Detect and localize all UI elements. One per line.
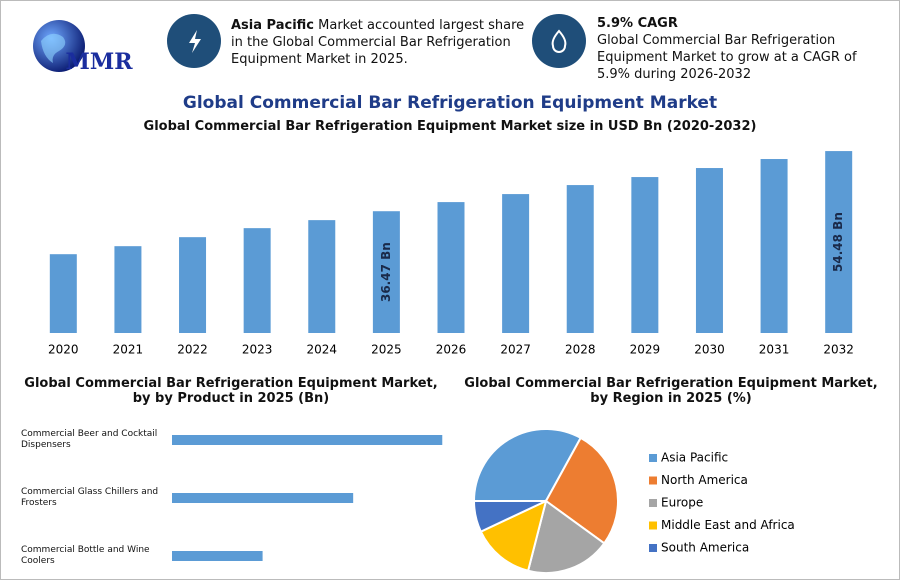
x-tick-label: 2027: [500, 343, 531, 357]
value-label: 54.48 Bn: [831, 212, 845, 272]
legend-swatch: [649, 521, 657, 530]
legend-label: South America: [661, 541, 749, 555]
legend-label: Europe: [661, 496, 703, 510]
callout-title: Asia Pacific: [231, 18, 315, 33]
bar: [49, 254, 77, 333]
x-tick-label: 2026: [436, 343, 467, 357]
chart-title: Global Commercial Bar Refrigeration Equi…: [464, 376, 878, 406]
bar: [760, 159, 788, 333]
x-tick-label: 2028: [565, 343, 596, 357]
y-tick-label: Commercial Glass Chillers and Frosters: [21, 487, 159, 508]
pie-slice: [472, 500, 547, 533]
legend-swatch: [649, 454, 657, 462]
bar: [243, 228, 271, 333]
bar: [172, 435, 443, 445]
bar: [172, 551, 263, 561]
legend-swatch: [649, 499, 657, 507]
bar: [566, 185, 594, 333]
y-tick-label: Commercial Bottle and Wine Coolers: [21, 545, 150, 566]
bar: [179, 237, 207, 333]
bar: [114, 246, 142, 333]
pie-slice: [479, 499, 548, 572]
legend-swatch: [649, 544, 657, 552]
drop-icon: [551, 29, 567, 53]
value-label: 36.47 Bn: [379, 242, 393, 302]
x-tick-label: 2031: [759, 343, 790, 357]
callout-title: 5.9% CAGR: [597, 16, 678, 31]
bar: [631, 177, 659, 333]
x-tick-label: 2023: [242, 343, 273, 357]
legend-label: Asia Pacific: [661, 451, 728, 465]
legend-label: Middle East and Africa: [661, 518, 795, 532]
bar: [372, 211, 400, 333]
callout-text: Global Commercial Bar Refrigeration Equi…: [597, 33, 857, 82]
pie-slice: [544, 436, 619, 545]
bar: [695, 168, 723, 333]
legend-swatch: [649, 476, 657, 485]
pie-slice: [526, 499, 606, 574]
main-title: Global Commercial Bar Refrigeration Equi…: [182, 93, 718, 113]
logo-land: [41, 33, 66, 63]
x-tick-label: 2025: [371, 343, 402, 357]
x-tick-label: 2029: [630, 343, 661, 357]
bar: [437, 202, 465, 333]
x-tick-label: 2030: [694, 343, 725, 357]
x-tick-label: 2024: [306, 343, 337, 357]
callout-icon: [532, 14, 586, 68]
bar: [172, 493, 354, 503]
x-tick-label: 2020: [48, 343, 79, 357]
legend-label: North America: [661, 473, 748, 487]
callout: 5.9% CAGR Global Commercial Bar Refrigera…: [597, 15, 887, 83]
x-tick-label: 2022: [177, 343, 208, 357]
x-tick-label: 2032: [823, 343, 854, 357]
logo-text: MMR: [66, 49, 134, 75]
callout-text: Market accounted largest share in the Gl…: [231, 18, 525, 67]
x-tick-label: 2021: [113, 343, 144, 357]
y-tick-label: Commercial Beer and Cocktail Dispensers: [21, 429, 158, 450]
bar: [825, 151, 853, 333]
bolt-icon: [189, 30, 201, 53]
chart-title: Global Commercial Bar Refrigeration Equi…: [143, 119, 757, 134]
bar: [502, 194, 530, 333]
pie-slice: [472, 428, 583, 502]
callout: Asia Pacific Market accounted largest sh…: [231, 17, 526, 68]
bar: [308, 220, 336, 333]
chart-title: Global Commercial Bar Refrigeration Equi…: [24, 376, 438, 406]
